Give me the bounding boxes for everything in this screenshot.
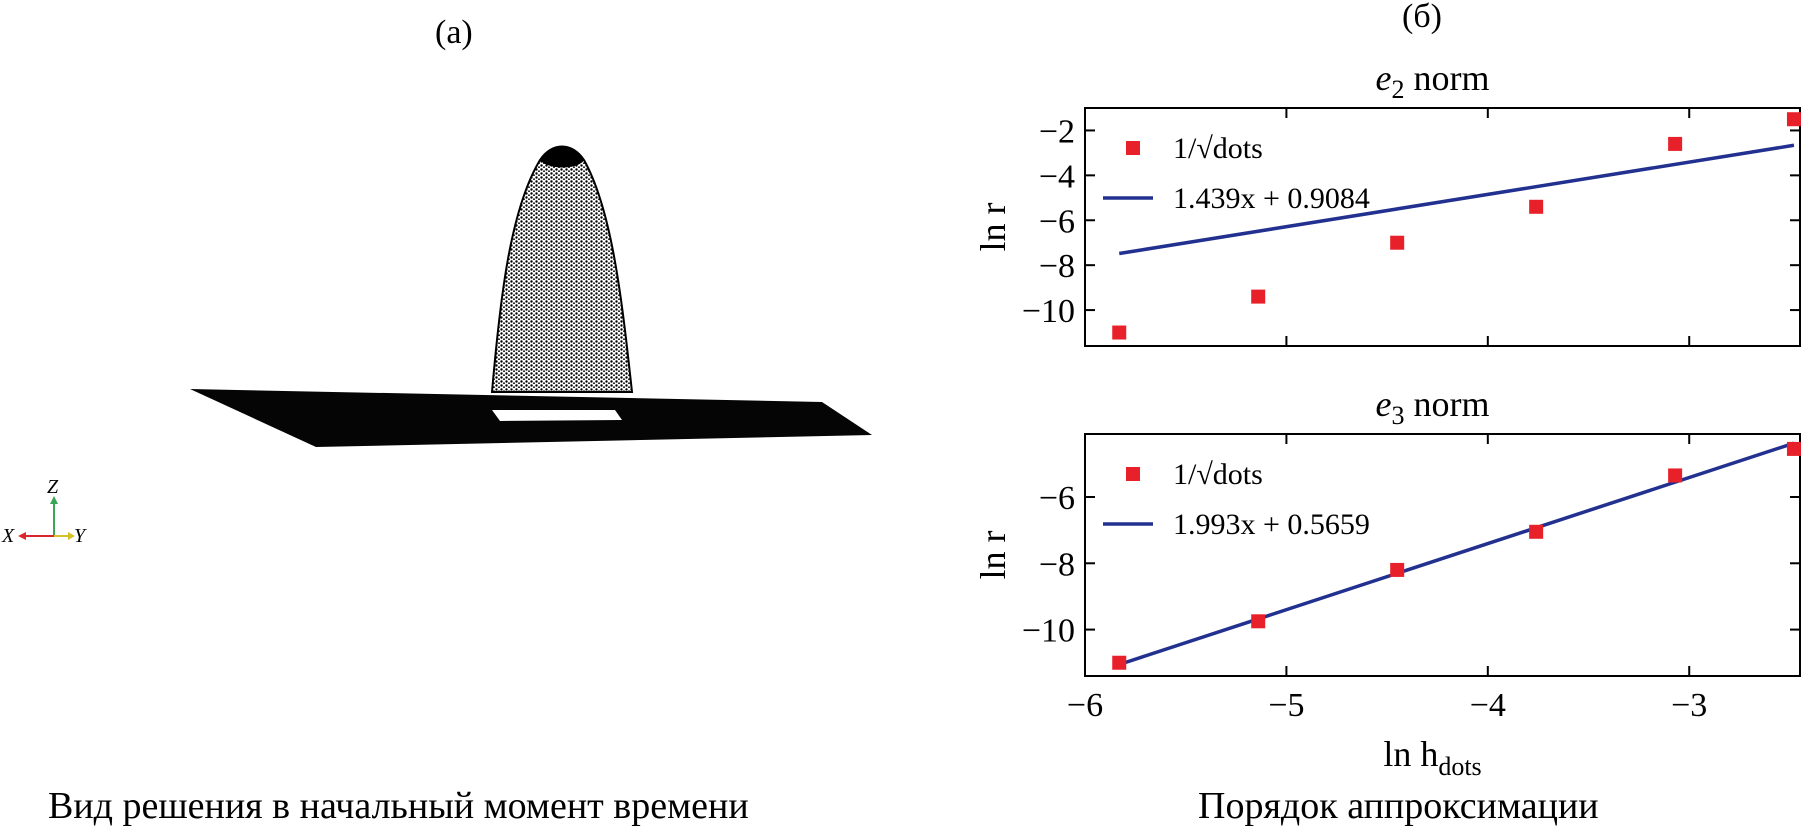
data-point: [1786, 441, 1801, 456]
surface-peak-footprint: [492, 410, 622, 421]
x-tick-label: −5: [1268, 687, 1304, 724]
plot-frame: [1084, 433, 1801, 677]
y-tick-label: −8: [1039, 546, 1075, 583]
axes-triad: Z X Y: [1, 476, 87, 547]
chart-title: e3 norm: [1376, 384, 1490, 430]
x-axis-label-sub: dots: [1438, 752, 1481, 781]
y-axis-label: ln r: [973, 530, 1013, 579]
data-point: [1529, 199, 1544, 214]
triad-z-label: Z: [47, 476, 59, 498]
chart-2: e3 norm −6 −8 −10 −6 −5 −4 −3 ln r ln hdots 1/√dot…: [973, 384, 1801, 781]
triad-z-arrow: [50, 496, 58, 504]
plot-frame: [1084, 107, 1801, 347]
x-axis-label-main: ln h: [1383, 734, 1438, 774]
triad-y-label: Y: [74, 525, 87, 547]
data-point: [1390, 562, 1405, 577]
chart-title: e2 norm: [1376, 58, 1490, 104]
data-point: [1390, 235, 1405, 250]
triad-x-label: X: [1, 525, 15, 547]
panel-b-label: (б): [1402, 0, 1442, 35]
data-point: [1529, 524, 1544, 539]
legend-label-fit: 1.993x + 0.5659: [1173, 508, 1370, 541]
x-tick-label: −3: [1671, 687, 1707, 724]
panel-a-label: (a): [435, 14, 473, 51]
surface-peak-cap: [540, 146, 584, 168]
data-point: [1112, 655, 1127, 670]
data-point: [1668, 468, 1683, 483]
x-tick-label: −4: [1470, 687, 1506, 724]
chart-title-var: e: [1376, 58, 1392, 98]
data-point: [1251, 289, 1266, 304]
x-axis-label: ln hdots: [1383, 734, 1481, 781]
chart-title-rest: norm: [1404, 384, 1489, 424]
fit-line: [1118, 143, 1795, 256]
y-tick-label: −2: [1039, 113, 1075, 150]
data-point: [1786, 112, 1801, 127]
panel-b-caption: Порядок аппроксимации: [1198, 785, 1599, 827]
triad-x-arrow: [18, 532, 26, 540]
legend-marker-swatch: [1126, 141, 1140, 155]
y-tick-label: −4: [1039, 158, 1075, 195]
y-tick-label: −6: [1039, 203, 1075, 240]
x-tick-label: −6: [1067, 687, 1103, 724]
y-tick-label: −10: [1022, 613, 1075, 650]
data-point: [1668, 136, 1683, 151]
legend-marker-swatch: [1126, 467, 1140, 481]
legend-label-markers: 1/√dots: [1173, 458, 1263, 491]
legend-label-markers: 1/√dots: [1173, 132, 1263, 165]
y-tick-label: −6: [1039, 480, 1075, 517]
chart-1: e2 norm −2 −4 −6 −8 −10 ln r 1/√dots 1.439x + 0.…: [973, 58, 1801, 347]
y-tick-label: −8: [1039, 248, 1075, 285]
y-axis-label: ln r: [973, 202, 1013, 251]
legend-label-fit: 1.439x + 0.9084: [1173, 182, 1370, 215]
y-tick-label: −10: [1022, 293, 1075, 330]
chart-title-sub: 3: [1391, 401, 1404, 430]
panel-a-caption: Вид решения в начальный момент времени: [48, 785, 749, 827]
chart-title-var: e: [1376, 384, 1392, 424]
data-point: [1112, 325, 1127, 340]
chart-title-rest: norm: [1404, 58, 1489, 98]
chart-title-sub: 2: [1391, 75, 1404, 104]
data-point: [1251, 614, 1266, 629]
triad-y-arrow: [68, 532, 75, 540]
